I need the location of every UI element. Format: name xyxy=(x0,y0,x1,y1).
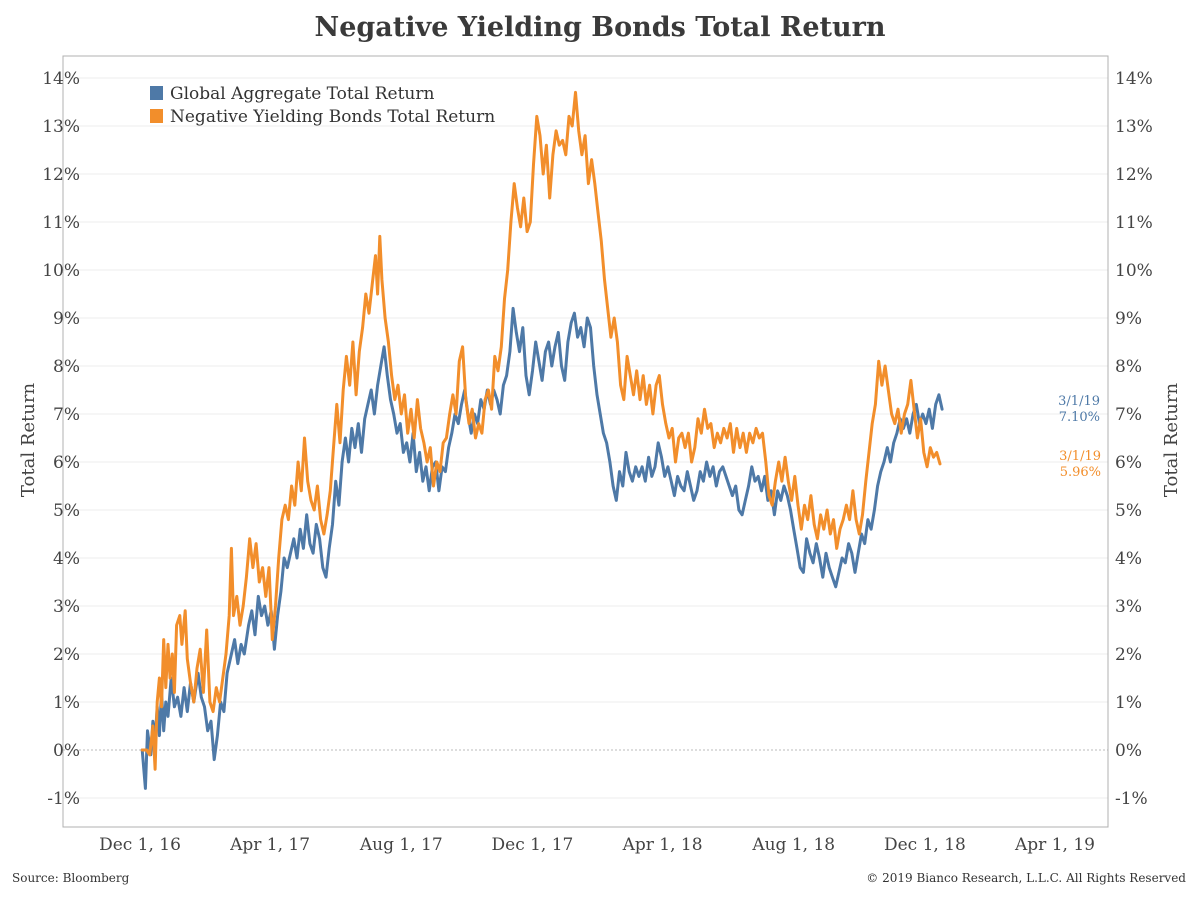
x-tick-label: Aug 1, 17 xyxy=(359,835,443,855)
legend-label-global: Global Aggregate Total Return xyxy=(170,84,434,104)
y-tick-label-right: 0% xyxy=(1115,741,1142,761)
series-lines xyxy=(140,90,944,790)
x-tick-label: Apr 1, 19 xyxy=(1014,835,1095,855)
y-tick-label-left: 10% xyxy=(42,261,80,281)
y-tick-label-left: 11% xyxy=(42,213,80,233)
y-tick-label-right: 9% xyxy=(1115,309,1142,329)
legend-label-negative: Negative Yielding Bonds Total Return xyxy=(170,107,495,127)
x-tick-label: Aug 1, 18 xyxy=(751,835,835,855)
y-tick-label-left: 6% xyxy=(53,453,80,473)
legend: Global Aggregate Total Return Negative Y… xyxy=(150,84,495,127)
copyright-note: © 2019 Bianco Research, L.L.C. All Right… xyxy=(866,871,1186,885)
y-tick-label-left: 5% xyxy=(53,501,80,521)
x-tick-label: Apr 1, 18 xyxy=(622,835,703,855)
line-chart: -1% 0% 1% 2% 3% 4% 5% 6% 7% 8% 9% 10% 11% 12% 13% 14% -… xyxy=(18,55,1182,855)
x-tick-label: Dec 1, 16 xyxy=(99,835,181,855)
end-label-global: 3/1/19 7.10% xyxy=(1058,394,1100,425)
y-axis-left-ticks: -1% 0% 1% 2% 3% 4% 5% 6% 7% 8% 9% 10% 11% 12% 13% 14% xyxy=(42,69,80,809)
y-tick-label-right: 2% xyxy=(1115,645,1142,665)
x-axis-ticks: Dec 1, 16 Apr 1, 17 Aug 1, 17 Dec 1, 17 Apr … xyxy=(99,835,1095,855)
y-tick-label-right: 4% xyxy=(1115,549,1142,569)
y-tick-label-right: 10% xyxy=(1115,261,1153,281)
y-tick-label-right: 1% xyxy=(1115,693,1142,713)
end-label-negative-date: 3/1/19 xyxy=(1059,449,1101,464)
y-tick-label-left: 0% xyxy=(53,741,80,761)
y-tick-label-left: 12% xyxy=(42,165,80,185)
y-tick-label-left: 13% xyxy=(42,117,80,137)
y-tick-label-left: 9% xyxy=(53,309,80,329)
plot-frame xyxy=(62,55,1109,828)
y-tick-label-right: -1% xyxy=(1115,789,1148,809)
series-line-negative-yielding xyxy=(140,90,942,771)
end-label-negative-value: 5.96% xyxy=(1060,465,1101,480)
series-line-global-aggregate xyxy=(140,306,944,790)
chart-title: Negative Yielding Bonds Total Return xyxy=(314,12,886,43)
y-tick-label-left: 3% xyxy=(53,597,80,617)
y-tick-label-right: 12% xyxy=(1115,165,1153,185)
y-tick-label-right: 7% xyxy=(1115,405,1142,425)
y-tick-label-right: 5% xyxy=(1115,501,1142,521)
y-tick-label-left: 7% xyxy=(53,405,80,425)
end-label-negative: 3/1/19 5.96% xyxy=(1059,449,1101,480)
y-tick-label-left: 2% xyxy=(53,645,80,665)
y-tick-label-right: 13% xyxy=(1115,117,1153,137)
y-tick-label-right: 11% xyxy=(1115,213,1153,233)
y-tick-label-right: 6% xyxy=(1115,453,1142,473)
y-tick-label-left: 8% xyxy=(53,357,80,377)
source-note: Source: Bloomberg xyxy=(12,871,130,885)
y-tick-label-right: 3% xyxy=(1115,597,1142,617)
y-axis-left-label: Total Return xyxy=(18,383,39,498)
x-tick-label: Dec 1, 17 xyxy=(492,835,574,855)
legend-swatch-global xyxy=(150,86,163,100)
end-label-global-date: 3/1/19 xyxy=(1058,394,1100,409)
legend-swatch-negative xyxy=(150,109,163,123)
y-tick-label-right: 14% xyxy=(1115,69,1153,89)
end-label-global-value: 7.10% xyxy=(1059,410,1100,425)
y-tick-label-left: -1% xyxy=(47,789,80,809)
y-tick-label-left: 4% xyxy=(53,549,80,569)
x-tick-label: Apr 1, 17 xyxy=(229,835,310,855)
y-tick-label-left: 14% xyxy=(42,69,80,89)
x-tick-label: Dec 1, 18 xyxy=(884,835,966,855)
y-axis-right-label: Total Return xyxy=(1161,383,1182,498)
y-tick-label-right: 8% xyxy=(1115,357,1142,377)
y-axis-right-ticks: -1% 0% 1% 2% 3% 4% 5% 6% 7% 8% 9% 10% 11% 12% 13% 14% xyxy=(1115,69,1153,809)
y-tick-label-left: 1% xyxy=(53,693,80,713)
